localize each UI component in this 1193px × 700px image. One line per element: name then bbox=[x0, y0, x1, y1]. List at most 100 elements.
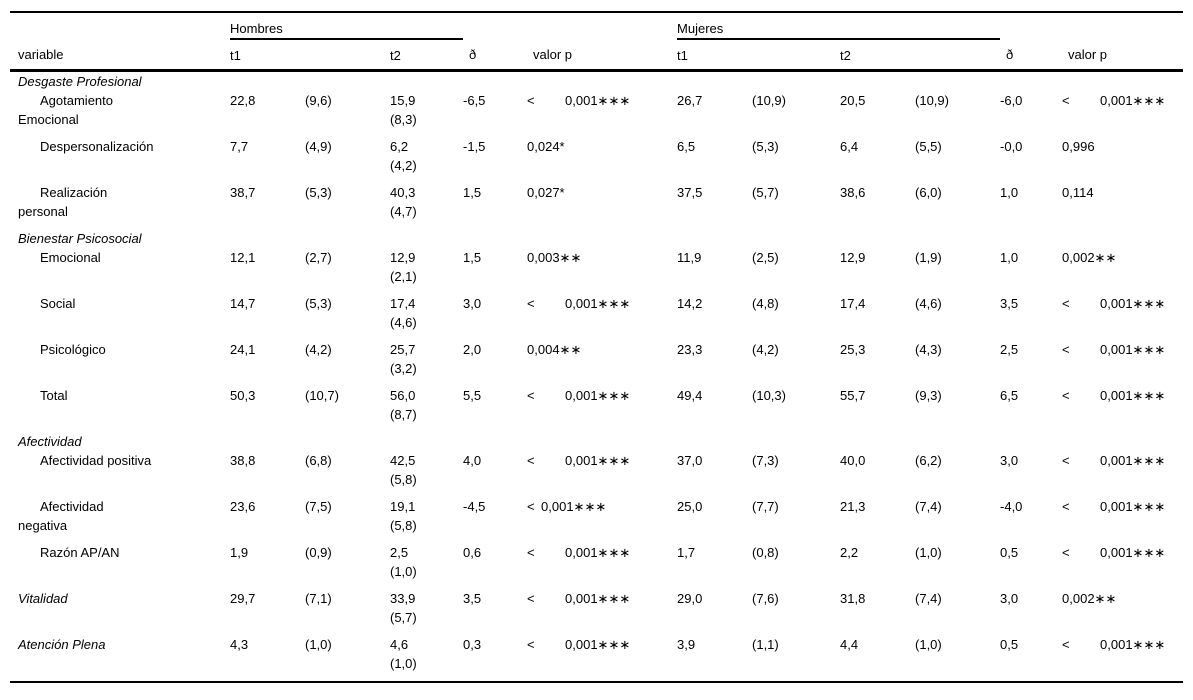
p-operator: < bbox=[1062, 93, 1070, 108]
sd-t2-h: (2,1) bbox=[390, 269, 417, 284]
p-operator: < bbox=[527, 545, 535, 560]
group-header-mujeres: Mujeres bbox=[677, 12, 1001, 40]
p-value-h: 0,004∗∗ bbox=[527, 340, 677, 386]
column-header-t2-mujeres: t2 bbox=[840, 39, 916, 72]
sd-t2-h: (4,6) bbox=[390, 315, 417, 330]
variable-label-line: Emocional bbox=[18, 112, 79, 127]
spacer-cell bbox=[10, 12, 230, 39]
p-value-m: 0,002∗∗ bbox=[1062, 589, 1183, 635]
variable-label: Afectividad positiva bbox=[10, 451, 230, 497]
sd-t1-h: (6,8) bbox=[305, 453, 332, 468]
p-value-h: 0,027* bbox=[527, 183, 677, 229]
column-header-t1-mujeres: t1 bbox=[677, 39, 753, 72]
mean-t1-m: 26,7 bbox=[677, 93, 703, 108]
mean-t1-h: 38,7 bbox=[230, 185, 256, 200]
mean-t1-m: 1,7 bbox=[677, 545, 696, 560]
variable-label-line: personal bbox=[18, 204, 68, 219]
mean-t1-h: 4,3 bbox=[230, 637, 249, 652]
mean-t1-h: 14,7 bbox=[230, 296, 256, 311]
mean-t1-h: 12,1 bbox=[230, 250, 256, 265]
mean-sd-t2-h: 15,9 (8,3) bbox=[390, 91, 463, 137]
p-operator: < bbox=[527, 388, 535, 403]
mean-sd-t2-h: 17,4 (4,6) bbox=[390, 294, 463, 340]
mean-t2-h: 12,9 bbox=[390, 250, 416, 265]
mean-t1-m: 29,0 bbox=[677, 591, 703, 606]
p-operator: < bbox=[1062, 296, 1070, 311]
sd-t1-m: (10,3) bbox=[752, 388, 786, 403]
mean-t2-m: 55,7 bbox=[840, 388, 866, 403]
page: Hombres Mujeres variable t1 t2 ð valor p… bbox=[10, 11, 1184, 683]
delta-value-h: -1,5 bbox=[463, 139, 486, 154]
variable-label-line: Emocional bbox=[40, 250, 101, 265]
mean-t1-m: 37,5 bbox=[677, 185, 703, 200]
mean-t2-m: 25,3 bbox=[840, 342, 866, 357]
p-operator: < bbox=[527, 499, 535, 514]
delta-value-m: 3,5 bbox=[1000, 296, 1019, 311]
mean-t1-m: 14,2 bbox=[677, 296, 703, 311]
variable-label-line: Realización bbox=[40, 185, 108, 200]
p-operator: < bbox=[527, 591, 535, 606]
variable-label-line: Psicológico bbox=[40, 342, 106, 357]
column-header-delta-hombres: ð bbox=[463, 39, 528, 72]
mean-t1-h: 29,7 bbox=[230, 591, 256, 606]
sd-t2-h: (8,3) bbox=[390, 112, 417, 127]
delta-value-h: 0,3 bbox=[463, 637, 482, 652]
mean-t1-h: 50,3 bbox=[230, 388, 256, 403]
mean-t1-h: 24,1 bbox=[230, 342, 256, 357]
spacer-cell bbox=[527, 12, 677, 39]
mean-sd-t2-h: 40,3 (4,7) bbox=[390, 183, 463, 229]
p-number: 0,114 bbox=[1062, 185, 1094, 200]
p-value-h: <0,001∗∗∗ bbox=[527, 543, 677, 589]
mean-t2-h: 25,7 bbox=[390, 342, 416, 357]
sd-t2-h: (4,7) bbox=[390, 204, 417, 219]
mean-sd-t2-h: 19,1 (5,8) bbox=[390, 497, 463, 543]
column-header-p-mujeres: valor p bbox=[1062, 39, 1184, 72]
p-number: 0,001∗∗∗ bbox=[565, 545, 631, 560]
p-number: 0,002∗∗ bbox=[1062, 250, 1117, 265]
p-number: 0,001∗∗∗ bbox=[1100, 388, 1166, 403]
delta-value-m: -0,0 bbox=[1000, 139, 1023, 154]
sd-t1-h: (7,1) bbox=[305, 591, 332, 606]
mean-t2-m: 38,6 bbox=[840, 185, 866, 200]
delta-value-m: 0,5 bbox=[1000, 637, 1019, 652]
table-row: Psicológico 24,1 (4,2) 25,7 (3,2) 2,0 0,004∗∗ 2… bbox=[10, 340, 1183, 386]
variable-label: Realización personal bbox=[10, 183, 230, 229]
p-operator: < bbox=[527, 453, 535, 468]
mean-t2-m: 12,9 bbox=[840, 250, 866, 265]
mean-t2-h: 17,4 bbox=[390, 296, 416, 311]
sd-t1-h: (0,9) bbox=[305, 545, 332, 560]
mean-t1-h: 1,9 bbox=[230, 545, 249, 560]
variable-label-line: Atención Plena bbox=[18, 637, 106, 652]
delta-value-h: 0,6 bbox=[463, 545, 482, 560]
mean-t1-m: 49,4 bbox=[677, 388, 703, 403]
p-value-h: <0,001∗∗∗ bbox=[527, 386, 677, 432]
p-number: 0,001∗∗∗ bbox=[1100, 296, 1166, 311]
column-header-variable: variable bbox=[10, 39, 230, 72]
p-value-m: <0,001∗∗∗ bbox=[1062, 91, 1183, 137]
p-number: 0,001∗∗∗ bbox=[541, 499, 607, 514]
variable-label: Atención Plena bbox=[10, 635, 230, 682]
mean-t2-m: 40,0 bbox=[840, 453, 866, 468]
sd-t1-h: (4,2) bbox=[305, 342, 332, 357]
p-number: 0,001∗∗∗ bbox=[565, 637, 631, 652]
sd-t1-h: (2,7) bbox=[305, 250, 332, 265]
delta-value-h: 5,5 bbox=[463, 388, 482, 403]
sd-t2-h: (1,0) bbox=[390, 656, 417, 671]
p-number: 0,996 bbox=[1062, 139, 1095, 154]
delta-value-h: 3,5 bbox=[463, 591, 482, 606]
spacer-cell bbox=[1062, 12, 1183, 39]
sd-t2-m: (7,4) bbox=[915, 591, 942, 606]
p-value-m: <0,001∗∗∗ bbox=[1062, 386, 1183, 432]
column-header-delta-mujeres: ð bbox=[1000, 39, 1063, 72]
mean-sd-t2-h: 12,9 (2,1) bbox=[390, 248, 463, 294]
section-row: Desgaste Profesional bbox=[10, 71, 1183, 92]
p-value-h: 0,024* bbox=[527, 137, 677, 183]
table-row: Social 14,7 (5,3) 17,4 (4,6) 3,0 <0,001∗∗∗ 14,2… bbox=[10, 294, 1183, 340]
p-number: 0,027* bbox=[527, 185, 565, 200]
table-row: Realización personal 38,7 (5,3) 40,3 (4,7) 1,5… bbox=[10, 183, 1183, 229]
column-header-t1-hombres: t1 bbox=[230, 39, 305, 72]
column-header-t2-hombres: t2 bbox=[390, 39, 464, 72]
p-value-m: <0,001∗∗∗ bbox=[1062, 543, 1183, 589]
mean-sd-t2-h: 42,5 (5,8) bbox=[390, 451, 463, 497]
p-number: 0,024* bbox=[527, 139, 565, 154]
